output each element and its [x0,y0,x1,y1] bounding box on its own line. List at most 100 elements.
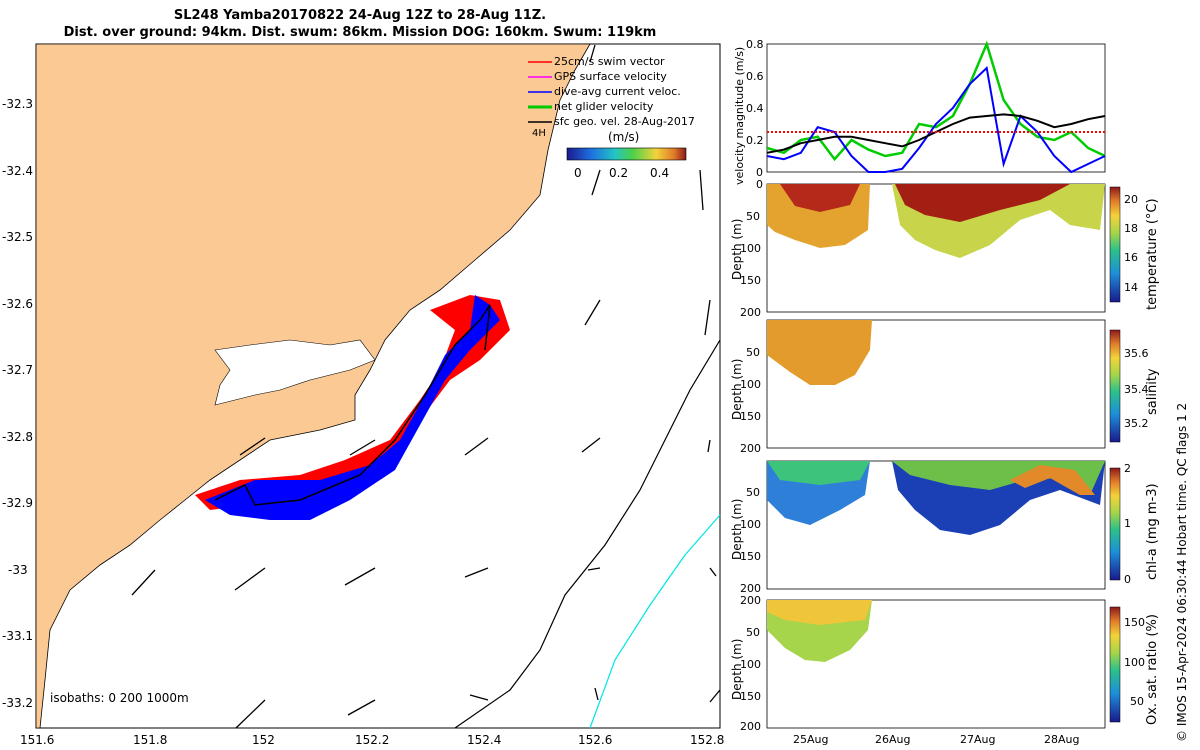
colorbar-tick: 0 [1124,573,1131,586]
depth-tick: 150 [740,690,761,703]
velocity-axes [766,43,1106,173]
credit-text: © IMOS 15-Apr-2024 06:30:44 Hobart time.… [1175,402,1189,742]
salinity-colorbar [1109,329,1121,443]
colorbar-tick: 35.4 [1124,383,1149,396]
velocity-series [766,40,1106,174]
colorbar-tick: 1 [1124,517,1131,530]
isobath-200 [454,339,721,729]
depth-tick: 200 [740,442,761,455]
depth-tick: 150 [740,550,761,563]
chart-title-line2: Dist. over ground: 94km. Dist. swum: 86k… [63,25,657,40]
colorbar-tick: 35.6 [1124,347,1149,360]
date-tick: 26Aug [875,733,911,746]
depth-tick: 100 [740,658,761,671]
vel-y-tick: 0.8 [746,38,764,51]
legend-label: GPS surface velocity [554,70,667,83]
colorbar-tick: 0.2 [609,166,629,180]
depth-tick: 150 [740,274,761,287]
depth-tick: 200 [740,306,761,319]
depth-tick: 200 [740,720,761,733]
vel-y-tick: 0.6 [746,70,764,83]
lon-tick: 152.6 [578,733,613,747]
lat-tick: -32.3 [2,97,34,111]
legend-4h-label: 4H [532,128,546,139]
colorbar-tick: 100 [1124,656,1145,669]
oxygen-section-top [767,600,872,625]
lat-tick: -32.5 [2,230,34,244]
colorbar-tick: 20 [1124,193,1138,206]
temperature-colorbar-label: temperature (°C) [1145,198,1160,310]
oxygen-colorbar [1109,606,1121,723]
map-inlet [214,339,376,406]
chla-section-a-top [767,461,870,485]
geo-velocity-arrows [131,44,721,729]
depth-tick: 200 [740,582,761,595]
isobaths-label: isobaths: 0 200 1000m [50,691,189,705]
colorbar-unit: (m/s) [608,130,640,144]
legend-label: dive-avg current veloc. [554,85,681,98]
date-tick: 25Aug [793,733,829,746]
lat-tick: -32.6 [2,297,34,311]
oxygen-colorbar-label: Ox. sat. ratio (%) [1145,614,1160,725]
vel-y-tick: 0.2 [746,134,764,147]
temperature-colorbar [1109,186,1121,303]
colorbar-tick: 16 [1124,251,1138,264]
lat-tick: -32.9 [2,496,34,510]
lat-tick: -33.2 [2,696,34,710]
lon-tick: 152.4 [467,733,502,747]
temperature-section-b-top [895,184,1070,222]
colorbar-tick: 50 [1130,695,1144,708]
chla-colorbar [1109,467,1121,581]
glider-track-blue [205,295,500,520]
colorbar-tick: 2 [1124,462,1131,475]
map-legend-markers [528,61,552,123]
colorbar-tick: 0 [574,166,582,180]
glider-path [214,304,491,506]
lat-tick: -32.4 [2,164,34,178]
vel-y-tick: 0 [756,166,763,179]
lat-tick: -33 [8,563,28,577]
depth-tick: 150 [740,410,761,423]
colorbar-tick: 35.2 [1124,417,1149,430]
vel-y-tick: 0.4 [746,102,764,115]
colorbar-tick: 0.4 [650,166,670,180]
chla-section-b-max [1010,465,1095,495]
legend-label: net glider velocity [554,100,654,113]
depth-tick: 100 [740,242,761,255]
depth-tick: 0 [756,178,763,191]
depth-tick: 50 [746,346,760,359]
depth-tick: 50 [746,626,760,639]
lat-tick: -32.8 [2,430,34,444]
depth-tick: 100 [740,518,761,531]
chla-colorbar-label: chl-a (mg m-3) [1145,483,1160,580]
lat-tick: -32.7 [2,363,34,377]
lon-tick: 151.6 [20,733,55,747]
legend-label: sfc geo. vel. 28-Aug-2017 [554,115,695,128]
lat-tick: -33.1 [2,629,34,643]
lon-tick: 152 [252,733,275,747]
date-tick: 28Aug [1044,733,1080,746]
temperature-section-a-top [780,184,860,212]
lon-tick: 152.8 [690,733,725,747]
depth-tick: 100 [740,378,761,391]
salinity-section [767,320,872,385]
map-colorbar [566,147,687,161]
velocity-series-line [766,40,1106,162]
salinity-colorbar-label: salinity [1145,368,1160,415]
depth-tick: 200 [740,594,761,607]
velocity-series-line [766,65,1106,174]
depth-tick: 50 [746,486,760,499]
depth-tick: 50 [746,210,760,223]
lon-tick: 151.8 [133,733,168,747]
velocity-ylabel: velocity magnitude (m/s) [733,46,746,185]
colorbar-tick: 18 [1124,222,1138,235]
map-land [35,43,591,729]
isobath-1000 [589,514,721,729]
lon-tick: 152.2 [355,733,390,747]
colorbar-tick: 14 [1124,281,1138,294]
legend-label: 25cm/s swim vector [554,55,665,68]
colorbar-tick: 150 [1124,616,1145,629]
chart-title-line1: SL248 Yamba20170822 24-Aug 12Z to 28-Aug… [173,8,547,23]
